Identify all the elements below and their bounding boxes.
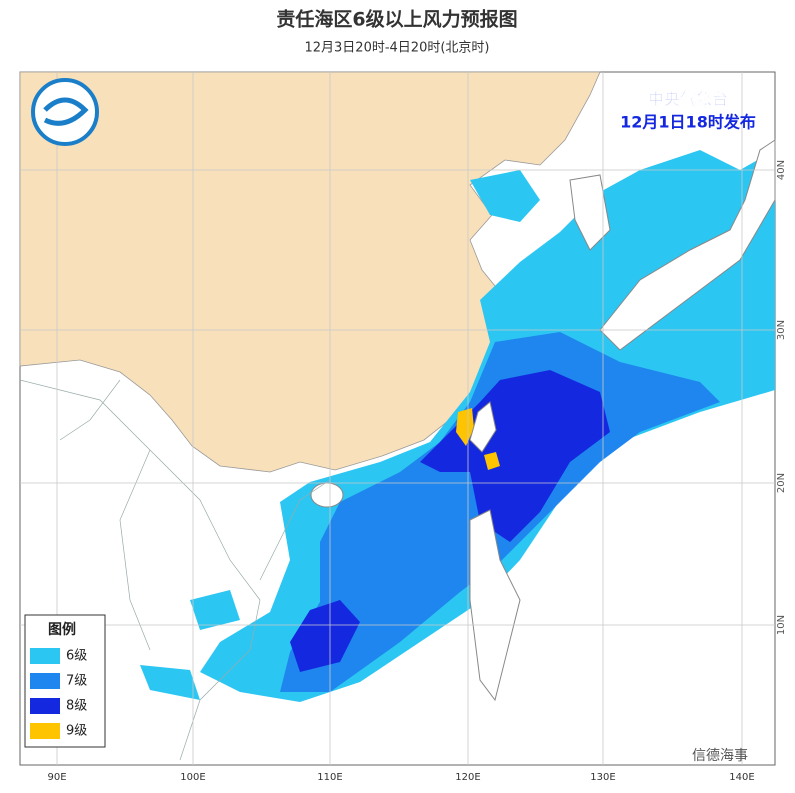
lon-label: 130E <box>590 772 615 783</box>
hainan <box>310 482 344 508</box>
lon-label: 90E <box>47 772 66 783</box>
legend-swatch <box>30 723 60 739</box>
taiwan <box>469 401 497 453</box>
wind-area <box>420 370 610 542</box>
lon-label: 110E <box>317 772 342 783</box>
legend-swatch <box>30 673 60 689</box>
wind-area <box>470 170 540 222</box>
agency: 中央气象台 <box>648 90 728 109</box>
watermark: 信德海事 <box>692 748 748 764</box>
wind-area <box>190 590 240 630</box>
legend-label: 7级 <box>66 674 87 689</box>
legend-label: 9级 <box>66 724 87 739</box>
legend-swatch <box>30 698 60 714</box>
lat-label: 10N <box>776 615 787 635</box>
lon-label: 100E <box>180 772 205 783</box>
wind-area <box>290 600 360 672</box>
legend-label: 8级 <box>66 699 87 714</box>
lat-label: 40N <box>776 160 787 180</box>
coast-lines <box>59 379 331 581</box>
issue-time: 12月1日18时发布 <box>620 113 756 132</box>
lon-label: 140E <box>729 772 754 783</box>
subtitle: 12月3日20时-4日20时(北京时) <box>304 41 489 56</box>
wind-area <box>456 408 474 446</box>
logo-mark <box>43 97 89 126</box>
title: 责任海区6级以上风力预报图 <box>276 8 517 31</box>
legend-label: 6级 <box>66 649 87 664</box>
lon-label: 120E <box>455 772 480 783</box>
map: 90E 100E 110E 120E 130E 140E 40N 30N 20N 10N 中央气象… <box>19 71 787 783</box>
legend-swatch <box>30 648 60 664</box>
korea <box>569 174 611 251</box>
wind-area <box>140 665 200 700</box>
legend-title: 图例 <box>48 621 76 638</box>
lat-label: 30N <box>776 320 787 340</box>
legend: 图例 6级 7级 8级 9级 <box>24 614 106 748</box>
lat-label: 20N <box>776 473 787 493</box>
wind-area <box>484 452 500 470</box>
philippines <box>469 509 521 702</box>
logo <box>31 78 99 146</box>
japan <box>599 139 776 351</box>
